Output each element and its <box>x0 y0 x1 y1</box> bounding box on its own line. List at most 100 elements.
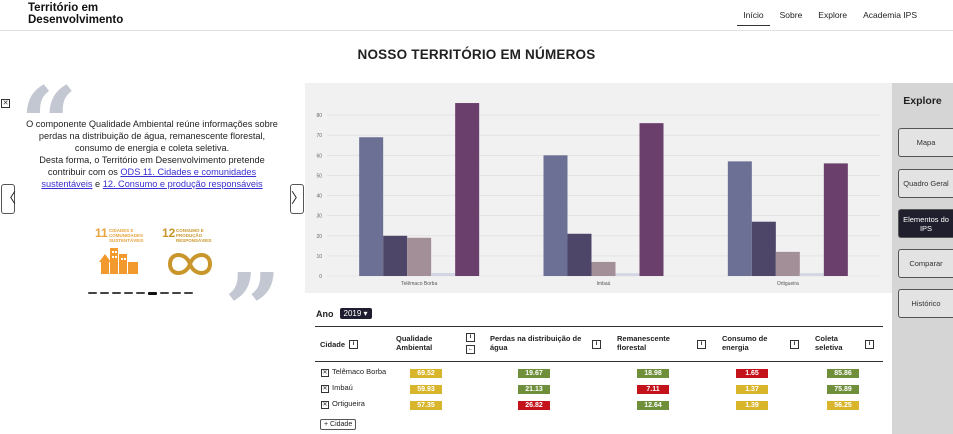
indicator-value: 59.93 <box>410 385 442 394</box>
ods-12-number: 12 <box>162 226 176 240</box>
indicator-value: 21.13 <box>518 385 550 394</box>
x-tick-label: Ortigueira <box>777 281 799 287</box>
chart-bar[interactable] <box>567 233 592 276</box>
y-tick-label: 50 <box>316 173 322 179</box>
y-tick-label: 70 <box>316 133 322 139</box>
carousel-dot[interactable] <box>184 292 193 294</box>
carousel-paragraph-1: O componente Qualidade Ambiental reúne i… <box>26 119 278 153</box>
ods-11-number: 11 <box>95 226 108 240</box>
explore-elementos-ips-button[interactable]: Elementos do IPS <box>898 209 953 238</box>
carousel-dot[interactable] <box>172 292 181 294</box>
carousel-next-button[interactable]: 〉 <box>290 184 305 214</box>
header-coleta-seletiva: Coleta seletiva <box>815 334 843 352</box>
carousel-dot[interactable] <box>124 292 133 294</box>
chart-bar[interactable] <box>359 137 384 276</box>
ods-11-link[interactable]: ODS 11. Cidades e comunidades sustentáve… <box>41 167 257 189</box>
nav-academia-ips[interactable]: Academia IPS <box>863 10 917 20</box>
quote-open-icon: “ <box>20 65 78 183</box>
nav-inicio[interactable]: Início <box>737 8 770 26</box>
quote-close-icon: ” <box>224 251 282 369</box>
ods-12-title: CONSUMO E PRODUÇÃO RESPONSÁVEIS <box>176 228 212 243</box>
city-name: Telêmaco Borba <box>332 367 387 376</box>
carousel-dot[interactable] <box>160 292 169 294</box>
info-icon[interactable]: i <box>349 340 358 349</box>
indicator-value: 19.67 <box>518 369 550 378</box>
chart-bar[interactable] <box>823 163 848 276</box>
explore-mapa-button[interactable]: Mapa <box>898 128 953 157</box>
table-row: ✕ Imbaú 59.93 21.13 7.11 1.37 75.89 <box>315 381 883 397</box>
section-title: NOSSO TERRITÓRIO EM NÚMEROS <box>357 47 596 62</box>
bar-chart: 0 10 20 30 40 50 60 70 80 Telêmaco Borba Imbaú Orti… <box>316 103 880 287</box>
carousel-prev-button[interactable]: 〈 <box>1 184 16 214</box>
chart-bar[interactable] <box>407 237 432 276</box>
chart-bar[interactable] <box>431 272 456 276</box>
chart-bar[interactable] <box>751 221 776 276</box>
ods-12-link[interactable]: 12. Consumo e produção responsáveis <box>102 179 263 189</box>
carousel-dots <box>88 292 193 295</box>
brand-logo[interactable]: Território em Desenvolvimento <box>28 2 123 26</box>
main-nav: Início Sobre Explore Academia IPS <box>733 8 923 26</box>
close-icon[interactable]: ✕ <box>1 99 10 108</box>
city-name: Imbaú <box>332 383 353 392</box>
brand-line-2: Desenvolvimento <box>28 14 124 26</box>
chart-bar[interactable] <box>383 235 408 276</box>
remove-city-icon[interactable]: ✕ <box>321 369 329 377</box>
explore-comparar-button[interactable]: Comparar <box>898 249 953 278</box>
indicator-value: 69.52 <box>410 369 442 378</box>
indicator-value: 1.39 <box>736 401 768 410</box>
table-header: Cidade i Qualidade Ambiental i ← Perdas … <box>315 326 883 362</box>
y-tick-label: 80 <box>316 113 322 119</box>
remove-city-icon[interactable]: ✕ <box>321 401 329 409</box>
chart-bar[interactable] <box>455 103 480 276</box>
chart-bar[interactable] <box>775 251 800 276</box>
infinity-icon <box>167 253 213 275</box>
table-row: ✕ Telêmaco Borba 69.52 19.67 18.98 1.65 85.86 <box>315 365 883 381</box>
chart-bar[interactable] <box>639 123 664 277</box>
y-tick-label: 10 <box>316 254 322 260</box>
explore-quadro-geral-button[interactable]: Quadro Geral <box>898 169 953 198</box>
carousel-dot[interactable] <box>100 292 109 294</box>
chart-bar[interactable] <box>615 273 640 276</box>
carousel-dot[interactable] <box>88 292 97 294</box>
indicator-table: Cidade i Qualidade Ambiental i ← Perdas … <box>315 326 883 430</box>
ods-icons: 11 CIDADES E COMUNIDADES SUSTENTÁVEIS 12… <box>95 226 217 278</box>
chart-bar[interactable] <box>727 161 752 276</box>
info-icon[interactable]: i <box>790 340 799 349</box>
info-icon[interactable]: i <box>592 340 601 349</box>
remove-city-icon[interactable]: ✕ <box>321 385 329 393</box>
header-consumo-energia: Consumo de energia <box>722 334 768 352</box>
indicator-value: 1.65 <box>736 369 768 378</box>
ods-11-icon: 11 CIDADES E COMUNIDADES SUSTENTÁVEIS <box>95 226 150 278</box>
city-buildings-icon <box>99 248 138 274</box>
header-cidade: Cidade <box>320 340 346 349</box>
table-body: ✕ Telêmaco Borba 69.52 19.67 18.98 1.65 85.86 ✕… <box>315 362 883 413</box>
collapse-icon[interactable]: ← <box>466 345 475 354</box>
y-tick-label: 0 <box>319 274 322 280</box>
indicator-value: 56.25 <box>827 401 859 410</box>
year-dropdown[interactable]: 2019 ▾ <box>339 308 372 319</box>
explore-title: Explore <box>903 95 942 107</box>
chart-bar[interactable] <box>543 155 568 276</box>
explore-historico-button[interactable]: Histórico <box>898 289 953 318</box>
info-icon[interactable]: i <box>865 340 874 349</box>
nav-explore[interactable]: Explore <box>818 10 848 20</box>
indicator-value: 75.89 <box>827 385 859 394</box>
chart-bar[interactable] <box>799 273 824 276</box>
indicator-value: 18.98 <box>637 369 669 378</box>
carousel-dot[interactable] <box>136 292 145 294</box>
ods-11-title: CIDADES E COMUNIDADES SUSTENTÁVEIS <box>109 228 144 243</box>
y-tick-label: 20 <box>316 234 322 240</box>
nav-sobre[interactable]: Sobre <box>779 10 803 20</box>
info-icon[interactable]: i <box>466 333 475 342</box>
carousel-paragraph-2: Desta forma, o Território em Desenvolvim… <box>39 155 265 177</box>
carousel-dot[interactable] <box>112 292 121 294</box>
indicator-value: 7.11 <box>637 385 669 394</box>
chart-panel: 0 10 20 30 40 50 60 70 80 Telêmaco Borba Imbaú Orti… <box>305 83 892 293</box>
carousel-dot[interactable] <box>148 292 157 295</box>
header-qualidade-ambiental: Qualidade Ambiental <box>396 334 433 352</box>
chart-bar[interactable] <box>591 261 616 276</box>
carousel-joiner: e <box>95 179 101 189</box>
info-carousel: ✕ “ O componente Qualidade Ambiental reú… <box>0 74 305 360</box>
add-city-button[interactable]: + Cidade <box>320 419 357 430</box>
info-icon[interactable]: i <box>697 340 706 349</box>
